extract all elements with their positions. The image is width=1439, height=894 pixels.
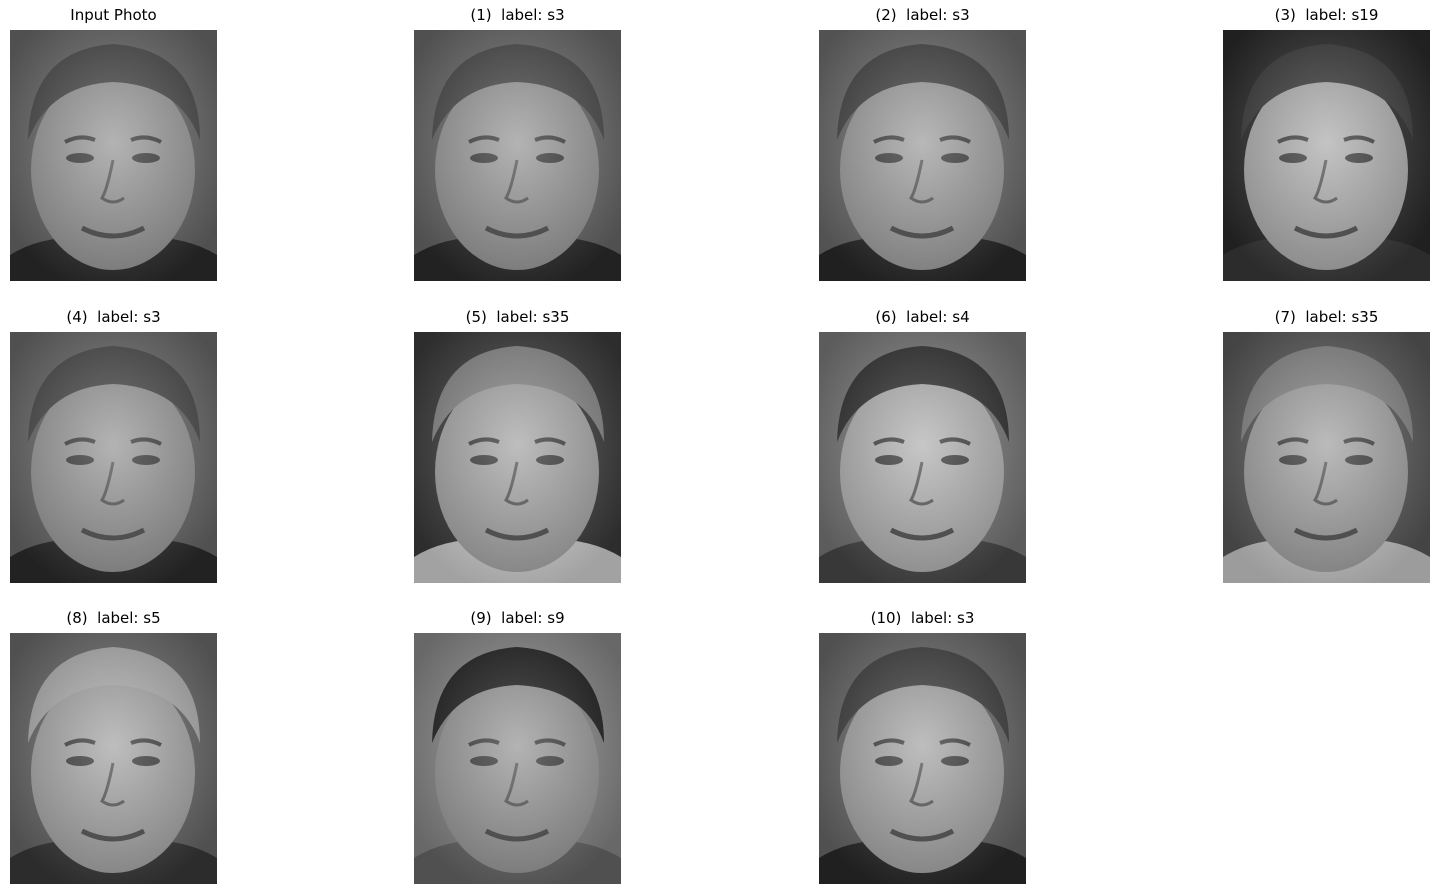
result-face-s3 — [10, 332, 217, 583]
panel-title: (1) label: s3 — [470, 6, 565, 24]
panel-title: Input Photo — [70, 6, 157, 24]
panel-title: (2) label: s3 — [875, 6, 970, 24]
panel-title: (8) label: s5 — [66, 609, 161, 627]
result-face-s3 — [819, 30, 1026, 281]
result-face-s3 — [414, 30, 621, 281]
panel-title: (10) label: s3 — [870, 609, 975, 627]
panel-title: (4) label: s3 — [66, 308, 161, 326]
panel-title: (9) label: s9 — [470, 609, 565, 627]
panel-title: (3) label: s19 — [1274, 6, 1379, 24]
panel-title: (5) label: s35 — [465, 308, 570, 326]
panel-title: (6) label: s4 — [875, 308, 970, 326]
result-face-s9 — [414, 633, 621, 884]
result-face-s35 — [1223, 332, 1430, 583]
result-face-s19 — [1223, 30, 1430, 281]
result-face-s35 — [414, 332, 621, 583]
result-face-s3 — [819, 633, 1026, 884]
panel-title: (7) label: s35 — [1274, 308, 1379, 326]
input-face-photo — [10, 30, 217, 281]
result-face-s5 — [10, 633, 217, 884]
result-face-s4 — [819, 332, 1026, 583]
